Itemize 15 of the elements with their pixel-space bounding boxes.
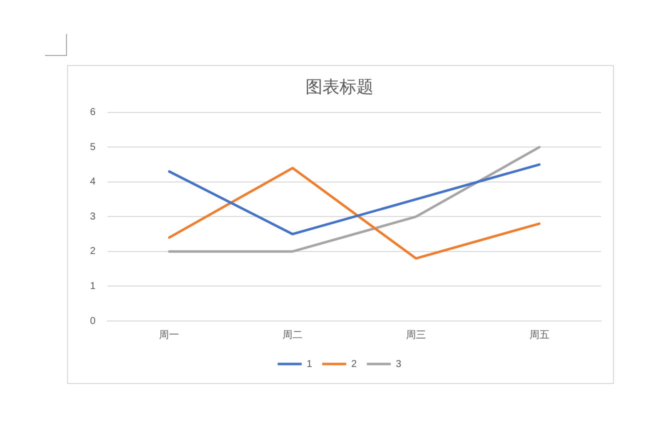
legend-label: 3 [396,358,402,370]
legend-label: 2 [351,358,358,370]
y-tick-label: 0 [90,316,96,327]
legend-label: 1 [306,358,313,370]
y-tick-label: 1 [90,280,96,292]
y-tick-label: 2 [90,246,96,258]
y-tick-label: 5 [90,142,96,153]
y-tick-label: 3 [90,211,96,222]
chart-title: 图表标题 [306,78,374,98]
y-tick-label: 6 [90,107,96,118]
y-tick-label: 4 [90,176,96,188]
x-tick-label: 周五 [529,330,550,341]
x-tick-label: 周一 [159,330,180,341]
x-tick-label: 周三 [406,330,426,341]
x-tick-label: 周二 [282,330,303,341]
